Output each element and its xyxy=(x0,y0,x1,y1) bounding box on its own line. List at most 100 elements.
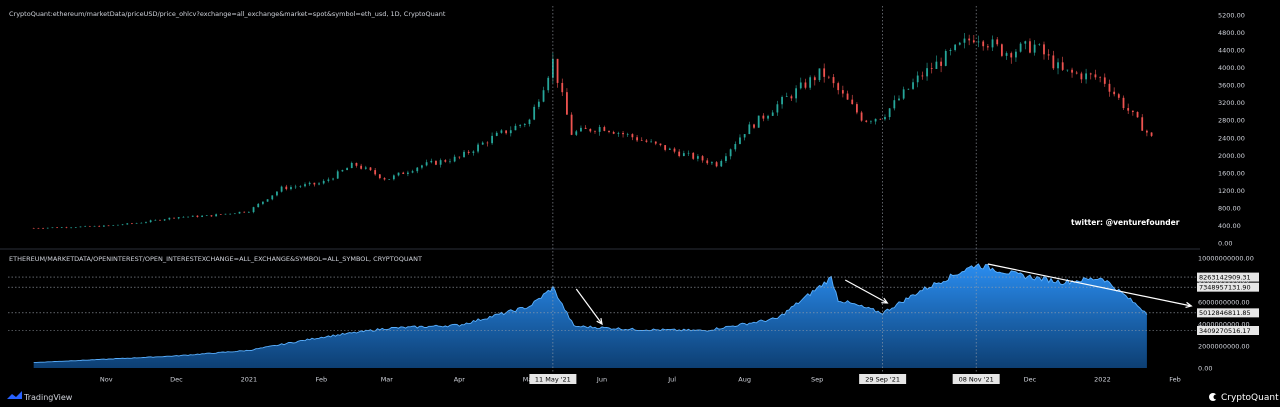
price-candle xyxy=(636,134,638,142)
candle-body xyxy=(846,93,849,100)
candle-body xyxy=(991,39,994,48)
price-candle xyxy=(902,86,905,100)
candle-body xyxy=(799,82,802,89)
price-candle xyxy=(1117,92,1120,101)
price-candle xyxy=(149,219,152,223)
price-candle xyxy=(757,115,760,128)
price-candle xyxy=(566,88,568,115)
price-candle xyxy=(1080,71,1083,84)
price-candle xyxy=(832,73,835,88)
price-candle xyxy=(271,195,274,201)
candle-body xyxy=(266,199,269,202)
candle-body xyxy=(884,117,886,120)
oi-level-badge xyxy=(1197,282,1259,292)
oi-level-badge xyxy=(1197,325,1259,335)
candle-body xyxy=(32,228,35,229)
time-tick-label: Sep xyxy=(811,376,823,384)
price-candle xyxy=(940,57,942,73)
candle-body xyxy=(196,215,199,217)
candle-body xyxy=(481,142,484,145)
price-candle xyxy=(1089,72,1092,80)
candle-body xyxy=(486,142,489,144)
time-tick-label: 2022 xyxy=(1094,376,1111,384)
candle-body xyxy=(491,135,493,144)
price-candle xyxy=(958,41,961,46)
price-candle xyxy=(963,32,966,49)
candle-body xyxy=(1127,108,1130,111)
time-tick-label: Nov xyxy=(100,376,113,384)
candle-body xyxy=(262,201,264,204)
candle-body xyxy=(1066,69,1069,71)
candle-body xyxy=(458,156,461,158)
candle-body xyxy=(762,115,765,119)
candle-body xyxy=(944,51,947,66)
price-candle xyxy=(851,94,854,105)
price-candle xyxy=(888,107,891,120)
time-tick-label: Dec xyxy=(1024,376,1037,384)
candle-body xyxy=(519,124,522,126)
candle-body xyxy=(131,223,133,224)
candle-body xyxy=(856,104,858,113)
candle-body xyxy=(360,165,363,169)
candle-body xyxy=(70,227,73,229)
candle-body xyxy=(668,148,671,150)
oi-tick-label: 4000000000.00 xyxy=(1198,321,1250,329)
candle-body xyxy=(332,178,334,180)
candle-body xyxy=(935,61,938,69)
candle-body xyxy=(140,222,143,224)
price-candle xyxy=(598,124,601,136)
candle-body xyxy=(318,183,320,185)
price-candle xyxy=(285,184,288,191)
candle-body xyxy=(860,112,863,121)
candle-body xyxy=(173,217,175,219)
price-candle xyxy=(668,147,671,150)
price-candle xyxy=(88,225,91,227)
candle-body xyxy=(1131,110,1134,113)
candle-body xyxy=(664,145,667,150)
price-candle xyxy=(790,94,793,101)
price-candle xyxy=(589,128,592,133)
candle-body xyxy=(907,88,910,90)
candle-body xyxy=(888,108,891,118)
candle-body xyxy=(1047,54,1050,56)
price-candle xyxy=(126,223,129,225)
price-candle xyxy=(673,147,676,154)
candle-body xyxy=(603,127,606,131)
price-candle xyxy=(771,110,774,117)
price-candle xyxy=(421,164,423,170)
candle-body xyxy=(406,172,409,174)
price-candle xyxy=(266,199,269,202)
price-candle xyxy=(654,141,657,146)
candle-body xyxy=(280,186,283,192)
candle-body xyxy=(1061,62,1064,70)
candle-body xyxy=(813,77,816,81)
candle-body xyxy=(168,217,171,220)
twitter-watermark: twitter: @venturefounder xyxy=(1071,218,1180,227)
price-candle xyxy=(360,163,363,170)
candle-body xyxy=(575,131,578,135)
highlighted-date-badge xyxy=(529,374,577,384)
price-candle xyxy=(79,226,82,228)
arrow-head xyxy=(881,297,889,304)
price-candle xyxy=(1113,87,1116,97)
candle-body xyxy=(832,77,835,84)
candle-body xyxy=(1071,69,1073,73)
price-candle xyxy=(187,216,189,218)
candle-body xyxy=(84,226,87,227)
price-candle xyxy=(603,125,606,132)
price-candle xyxy=(879,118,882,120)
price-candle xyxy=(837,81,840,95)
candle-body xyxy=(177,217,180,219)
price-candle xyxy=(823,63,826,83)
price-candle xyxy=(219,214,222,215)
price-candle xyxy=(739,134,741,145)
price-candle xyxy=(762,113,765,122)
price-candle xyxy=(472,150,475,156)
candle-body xyxy=(1080,73,1083,80)
price-candle xyxy=(177,217,180,220)
price-candle xyxy=(299,185,302,189)
tradingview-logo-icon xyxy=(7,391,22,399)
candle-body xyxy=(972,40,975,43)
highlighted-date-label: 08 Nov '21 xyxy=(959,376,994,384)
price-candle xyxy=(495,131,498,137)
